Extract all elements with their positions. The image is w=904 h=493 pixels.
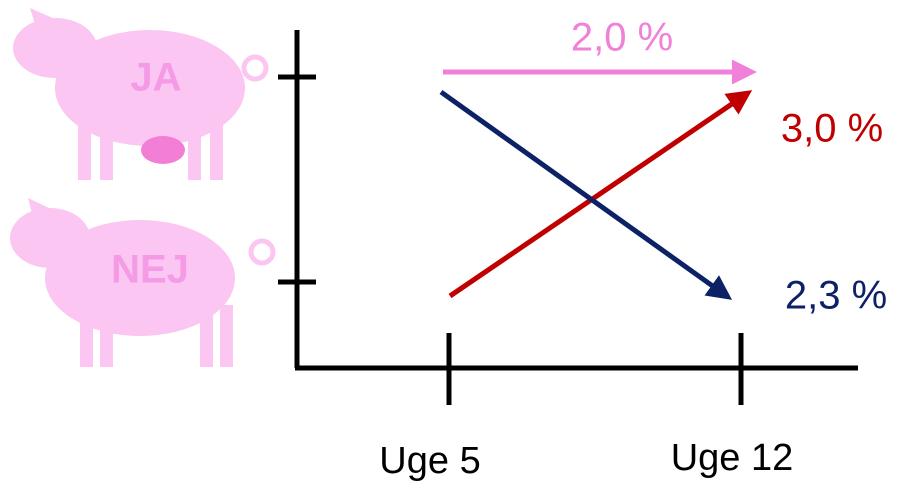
x-label: Uge 5 xyxy=(379,440,480,482)
pig-label: JA xyxy=(130,56,181,100)
arrow-label: 3,0 % xyxy=(781,107,883,151)
arrow xyxy=(448,90,753,299)
arrow-label: 2,0 % xyxy=(571,16,673,60)
x-label: Uge 12 xyxy=(671,437,794,479)
pig-label: NEJ xyxy=(111,248,189,292)
axes xyxy=(278,30,858,405)
arrow xyxy=(439,89,733,300)
pig-nej xyxy=(10,198,276,367)
pig-ja xyxy=(13,8,269,180)
arrow-label: 2,3 % xyxy=(785,274,887,318)
